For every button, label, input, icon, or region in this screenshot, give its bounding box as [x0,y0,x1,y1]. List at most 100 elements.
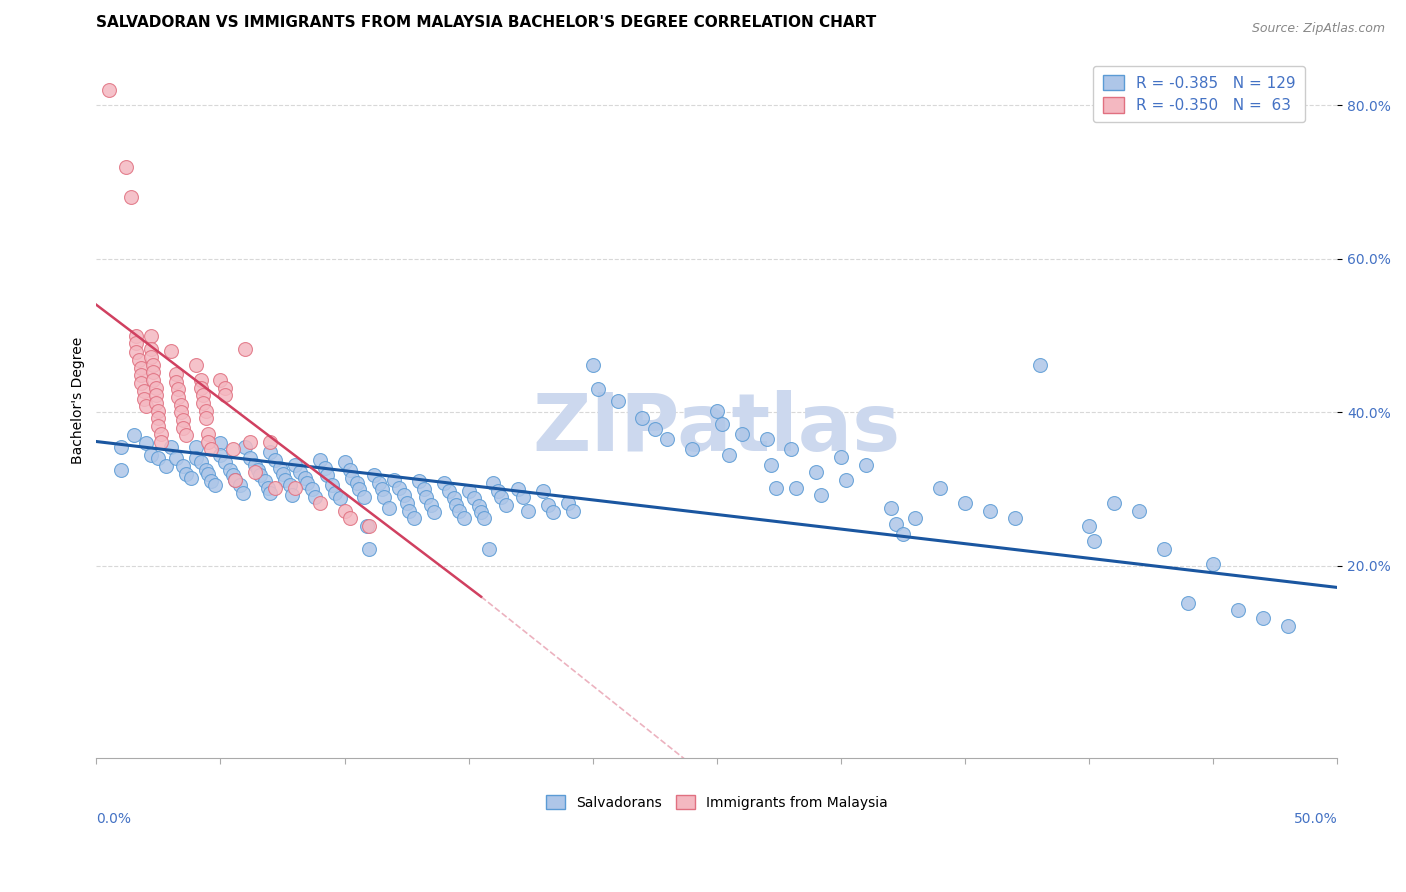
Point [1028,358,1050,372]
Point [1078,519,1101,533]
Text: Source: ZipAtlas.com: Source: ZipAtlas.com [1251,22,1385,36]
Point [155,459,177,474]
Point [115,160,138,174]
Point [488,483,510,498]
Point [122,428,145,442]
Point [222,468,245,483]
Point [172,420,194,434]
Point [477,542,499,557]
Point [159,343,181,358]
Point [197,434,219,449]
Point [810,488,832,502]
Point [495,498,517,512]
Point [174,467,197,481]
Point [879,501,901,516]
Point [125,328,148,343]
Point [204,478,226,492]
Point [316,468,339,483]
Point [420,498,443,512]
Point [368,475,391,490]
Text: 0.0%: 0.0% [97,812,131,825]
Point [172,413,194,427]
Point [830,450,852,464]
Point [229,478,252,492]
Point [710,417,733,431]
Point [855,458,877,472]
Point [408,475,430,489]
Point [214,388,236,402]
Point [761,458,783,472]
Point [135,399,157,413]
Point [314,460,336,475]
Point [145,381,167,395]
Point [1004,511,1026,525]
Point [232,486,254,500]
Point [214,455,236,469]
Point [174,428,197,442]
Point [165,367,187,381]
Point [233,440,256,454]
Point [184,440,207,454]
Point [165,375,187,389]
Point [489,490,512,504]
Point [398,503,420,517]
Point [145,388,167,402]
Point [269,460,291,475]
Point [194,463,217,477]
Point [239,434,262,449]
Point [1128,503,1150,517]
Point [718,448,741,462]
Point [681,442,703,457]
Point [402,511,425,525]
Point [167,382,190,396]
Point [891,526,914,541]
Point [657,432,679,446]
Point [110,463,132,477]
Point [209,448,232,462]
Point [349,482,371,496]
Point [373,490,395,504]
Point [132,384,155,398]
Point [1227,603,1250,617]
Point [165,451,187,466]
Point [395,496,418,510]
Point [148,451,170,466]
Point [132,392,155,406]
Point [148,419,170,434]
Point [142,365,165,379]
Point [281,488,304,502]
Point [297,475,319,490]
Point [1277,619,1299,633]
Point [278,478,301,492]
Point [139,328,162,343]
Point [359,542,381,557]
Point [224,473,246,487]
Legend: Salvadorans, Immigrants from Malaysia: Salvadorans, Immigrants from Malaysia [540,789,894,815]
Point [301,482,323,496]
Point [284,458,307,472]
Point [1083,534,1105,549]
Point [537,498,560,512]
Point [135,436,157,450]
Point [359,519,381,533]
Point [256,481,278,495]
Point [128,353,150,368]
Point [129,376,152,391]
Point [765,481,787,495]
Point [835,473,858,487]
Point [97,83,120,97]
Point [531,483,554,498]
Point [467,499,489,513]
Point [561,503,583,517]
Point [233,343,256,357]
Point [259,434,281,449]
Point [159,440,181,454]
Point [264,481,287,495]
Point [979,503,1001,517]
Point [239,451,262,466]
Point [339,511,361,525]
Point [308,496,330,510]
Point [340,470,363,484]
Point [200,442,222,457]
Point [170,405,193,419]
